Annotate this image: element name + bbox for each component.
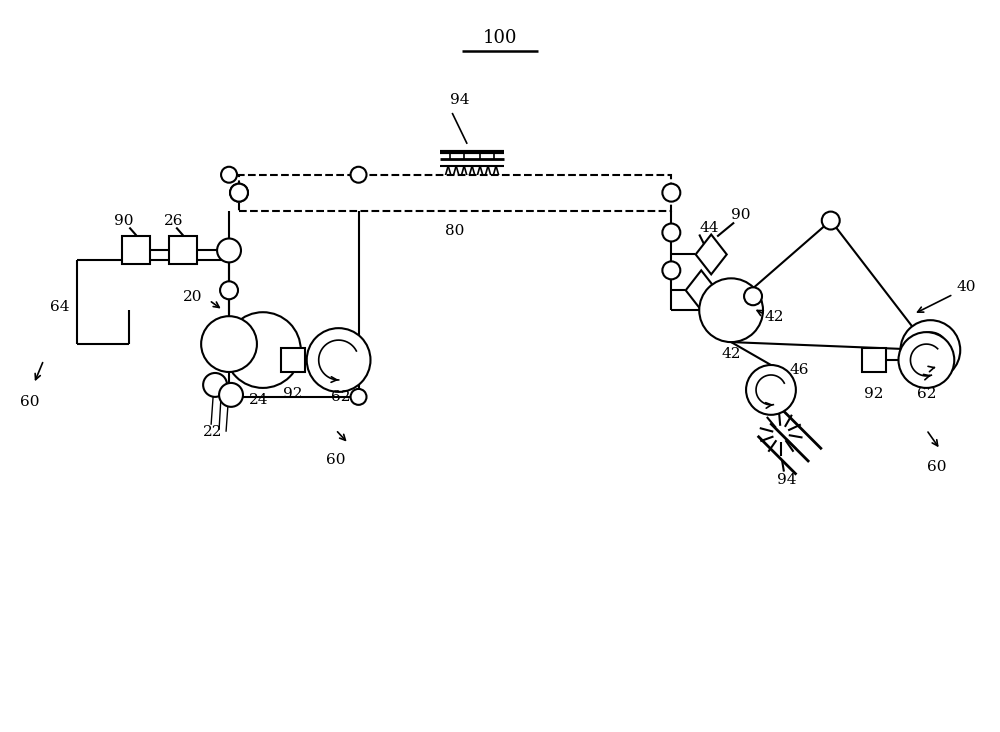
Circle shape [221, 167, 237, 183]
Bar [169, 236, 197, 264]
Text: 64: 64 [50, 300, 69, 314]
Bar [281, 348, 305, 372]
Text: 92: 92 [283, 387, 303, 401]
Circle shape [220, 281, 238, 299]
Text: 94: 94 [450, 93, 470, 107]
Circle shape [699, 278, 763, 342]
Text: 80: 80 [445, 223, 465, 237]
Text: 24: 24 [249, 393, 269, 407]
Text: 62: 62 [917, 387, 936, 401]
Text: 26: 26 [163, 214, 183, 228]
Circle shape [230, 184, 248, 201]
Circle shape [219, 383, 243, 407]
Text: 60: 60 [927, 460, 946, 474]
Text: 90: 90 [731, 208, 751, 222]
Text: 22: 22 [203, 425, 223, 438]
Circle shape [351, 389, 367, 405]
Text: 46: 46 [789, 363, 809, 377]
Circle shape [900, 320, 960, 380]
Circle shape [898, 332, 954, 388]
Text: 94: 94 [777, 473, 797, 487]
Text: 100: 100 [483, 29, 517, 48]
Circle shape [662, 223, 680, 242]
Circle shape [203, 373, 227, 397]
Circle shape [744, 287, 762, 305]
Polygon shape [696, 234, 727, 274]
Text: 20: 20 [183, 291, 203, 305]
Circle shape [746, 365, 796, 415]
Circle shape [201, 316, 257, 372]
Text: 42: 42 [764, 310, 784, 324]
Text: 60: 60 [326, 452, 345, 466]
Bar [122, 236, 150, 264]
Circle shape [217, 239, 241, 262]
Text: 62: 62 [331, 390, 350, 404]
Circle shape [662, 261, 680, 280]
Text: 42: 42 [721, 347, 741, 361]
Bar [862, 348, 886, 372]
Text: 44: 44 [699, 220, 719, 234]
Circle shape [351, 167, 367, 183]
Text: 92: 92 [864, 387, 883, 401]
Text: 60: 60 [20, 395, 40, 409]
Circle shape [822, 212, 840, 230]
Circle shape [307, 328, 370, 392]
Circle shape [662, 184, 680, 201]
Polygon shape [686, 270, 717, 310]
Bar [239, 175, 671, 211]
Text: 90: 90 [114, 214, 133, 228]
Text: 40: 40 [956, 280, 976, 294]
Circle shape [225, 313, 301, 388]
Circle shape [230, 184, 248, 201]
